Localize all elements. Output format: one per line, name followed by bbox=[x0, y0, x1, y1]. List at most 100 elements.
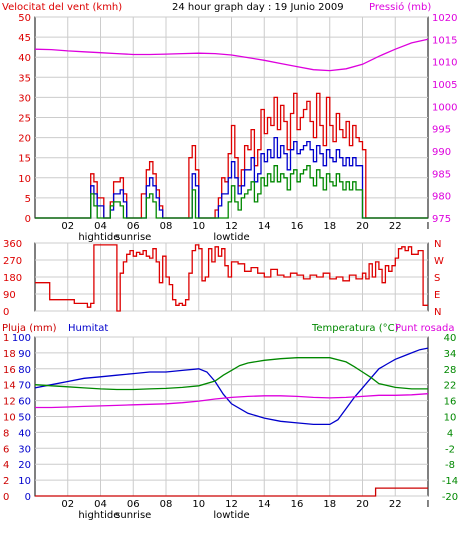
compass-label: W bbox=[434, 256, 444, 267]
tide-event-label: lowtide bbox=[213, 510, 249, 521]
temperature-tick-label: 34 bbox=[444, 349, 457, 360]
temperature-tick-label: 4 bbox=[447, 428, 453, 439]
compass-label: N bbox=[434, 307, 441, 318]
hour-tick-label: 10 bbox=[192, 499, 205, 510]
hour-tick-label: 12 bbox=[225, 499, 238, 510]
humidity-tick-label: 20 bbox=[18, 460, 31, 471]
rain-tick-label: 14 bbox=[3, 381, 16, 392]
dewpoint-axis-label: Punt rosada bbox=[395, 323, 454, 334]
tide-event-label: sunrise bbox=[115, 232, 151, 243]
rain-tick-label: 16 bbox=[3, 365, 16, 376]
wind-tick-label: 10 bbox=[18, 174, 31, 185]
pressure-tick-label: 1000 bbox=[432, 102, 457, 113]
pressure-tick-label: 985 bbox=[432, 169, 451, 180]
hour-tick-label: 16 bbox=[291, 499, 304, 510]
hour-tick-label: 22 bbox=[389, 499, 402, 510]
pressure-series bbox=[34, 38, 429, 72]
wind-series-low bbox=[35, 165, 428, 219]
rain-tick-label: 2 bbox=[3, 476, 9, 487]
rain-axis-label: Pluja (mm) bbox=[2, 323, 57, 334]
direction-tick-label: 360 bbox=[3, 239, 22, 250]
wind-axis-label: Velocitat del vent (kmh) bbox=[2, 2, 122, 13]
direction-tick-label: 180 bbox=[3, 273, 22, 284]
pressure-tick-label: 1010 bbox=[432, 58, 457, 69]
tide-event-label: hightide bbox=[78, 232, 119, 243]
rain-series bbox=[35, 487, 428, 497]
hour-tick-label: 10 bbox=[192, 221, 205, 232]
hour-tick-label: 16 bbox=[291, 221, 304, 232]
temperature-tick-label: -2 bbox=[445, 444, 455, 455]
rain-tick-label: 4 bbox=[3, 460, 9, 471]
direction-tick-label: 270 bbox=[3, 256, 22, 267]
wind-tick-label: 40 bbox=[18, 53, 31, 64]
hour-tick-label: 22 bbox=[389, 221, 402, 232]
pressure-tick-label: 1005 bbox=[432, 80, 457, 91]
hour-tick-label: 08 bbox=[160, 221, 173, 232]
hour-tick-label: 04 bbox=[94, 499, 107, 510]
pressure-tick-label: 995 bbox=[432, 125, 451, 136]
wind-tick-label: 25 bbox=[18, 114, 31, 125]
wind-tick-label: 15 bbox=[18, 154, 31, 165]
humidity-tick-label: 50 bbox=[18, 413, 31, 424]
direction-tick-label: 90 bbox=[3, 290, 16, 301]
temperature-tick-label: 16 bbox=[444, 397, 457, 408]
temperature-tick-label: -14 bbox=[442, 476, 458, 487]
humidity-tick-label: 10 bbox=[18, 476, 31, 487]
chart-marks: 0510152025303540455097598098599099510001… bbox=[3, 13, 458, 521]
hour-tick-label: 14 bbox=[258, 221, 271, 232]
wind-tick-label: 35 bbox=[18, 73, 31, 84]
wind-tick-label: 0 bbox=[25, 214, 31, 225]
pressure-tick-label: 975 bbox=[432, 214, 451, 225]
temperature-tick-label: -8 bbox=[445, 460, 455, 471]
compass-label: N bbox=[434, 239, 441, 250]
wind-tick-label: 30 bbox=[18, 93, 31, 104]
temperature-tick-label: 40 bbox=[444, 333, 457, 344]
hour-tick-label: 18 bbox=[323, 221, 336, 232]
hour-tick-label: 02 bbox=[61, 221, 74, 232]
pressure-tick-label: 1020 bbox=[432, 13, 457, 24]
humidity-tick-label: 0 bbox=[25, 492, 31, 503]
compass-label: S bbox=[434, 273, 440, 284]
pressure-axis-label: Pressió (mb) bbox=[369, 1, 431, 13]
hour-tick-label: 06 bbox=[127, 499, 140, 510]
humidity-tick-label: 70 bbox=[18, 381, 31, 392]
wind-tick-label: 45 bbox=[18, 33, 31, 44]
tide-event-label: sunrise bbox=[115, 510, 151, 521]
compass-label: E bbox=[434, 290, 440, 301]
tide-event-label: lowtide bbox=[213, 232, 249, 243]
direction-tick-label: 0 bbox=[3, 307, 9, 318]
temperature-tick-label: 28 bbox=[444, 365, 457, 376]
wind-tick-label: 50 bbox=[18, 13, 31, 24]
humidity-tick-label: 90 bbox=[18, 349, 31, 360]
temperature-tick-label: 10 bbox=[444, 413, 457, 424]
pressure-tick-label: 980 bbox=[432, 192, 451, 203]
wind-tick-label: 5 bbox=[25, 194, 31, 205]
hour-tick-label: 20 bbox=[356, 499, 369, 510]
humidity-tick-label: 60 bbox=[18, 397, 31, 408]
temperature-series bbox=[34, 357, 428, 391]
dewpoint-series bbox=[35, 393, 429, 409]
rain-tick-label: 12 bbox=[3, 397, 16, 408]
pressure-tick-label: 1015 bbox=[432, 35, 457, 46]
humidity-tick-label: 80 bbox=[18, 365, 31, 376]
temperature-tick-label: -20 bbox=[442, 492, 458, 503]
hour-tick-label: I bbox=[427, 499, 430, 510]
hour-tick-label: 14 bbox=[258, 499, 271, 510]
humidity-tick-label: 30 bbox=[18, 444, 31, 455]
pressure-tick-label: 990 bbox=[432, 147, 451, 158]
direction-series bbox=[35, 244, 428, 312]
wind-tick-label: 20 bbox=[18, 134, 31, 145]
humidity-series bbox=[34, 347, 429, 426]
tide-event-label: hightide bbox=[78, 510, 119, 521]
hour-tick-label: 08 bbox=[160, 499, 173, 510]
rain-tick-label: 8 bbox=[3, 428, 9, 439]
humidity-tick-label: 40 bbox=[18, 428, 31, 439]
temperature-axis-label: Temperatura (°C) bbox=[311, 323, 399, 334]
graph-title: 24 hour graph day : 19 Junio 2009 bbox=[172, 2, 344, 13]
humidity-tick-label: 100 bbox=[12, 333, 31, 344]
hour-tick-label: I bbox=[427, 221, 430, 232]
hour-tick-label: 12 bbox=[225, 221, 238, 232]
hour-tick-label: 04 bbox=[94, 221, 107, 232]
